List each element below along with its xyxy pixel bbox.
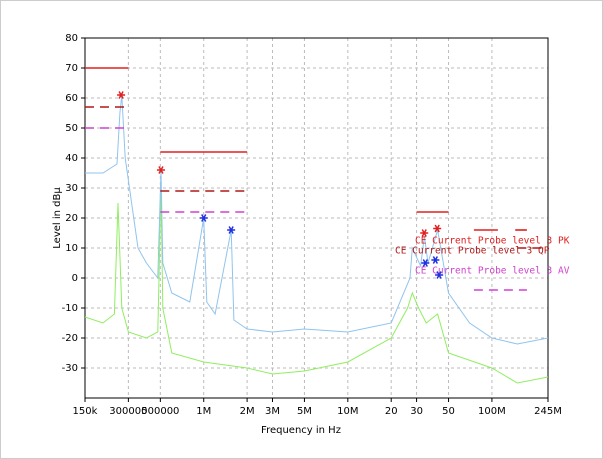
- x-tick-label: 3M: [265, 406, 280, 417]
- series-label: CE Current Probe level 3 AV: [415, 266, 570, 277]
- x-tick-label: 10M: [337, 406, 358, 417]
- marker: [431, 256, 440, 264]
- series-label: CE Current Probe level 3 QP: [395, 246, 550, 257]
- x-tick-label: 300000: [109, 406, 147, 417]
- x-tick-label: 5M: [297, 406, 312, 417]
- y-tick-label: 0: [72, 273, 78, 284]
- y-axis-title: Level in dBµ: [52, 187, 63, 249]
- marker: [435, 271, 444, 279]
- x-tick-label: 150k: [73, 406, 98, 417]
- x-tick-label: 100M: [478, 406, 506, 417]
- x-tick-label: 500000: [141, 406, 179, 417]
- series-line: [85, 94, 549, 345]
- x-tick-label: 245M: [534, 406, 562, 417]
- series-line: [84, 187, 549, 384]
- y-tick-label: 60: [65, 93, 78, 104]
- y-tick-label: 10: [65, 243, 78, 254]
- y-tick-label: 30: [65, 183, 78, 194]
- x-axis-title: Frequency in Hz: [261, 425, 341, 436]
- x-tick-label: 2M: [240, 406, 255, 417]
- y-tick-label: -10: [62, 303, 78, 314]
- x-tick-label: 20: [385, 406, 398, 417]
- marker: [420, 229, 429, 237]
- marker: [199, 214, 208, 222]
- marker: [433, 224, 442, 233]
- y-tick-label: 20: [65, 213, 78, 224]
- y-tick-label: 70: [65, 63, 78, 74]
- x-tick-label: 1M: [196, 406, 211, 417]
- marker: [227, 226, 236, 234]
- x-tick-label: 50: [442, 406, 455, 417]
- marker: [156, 166, 165, 174]
- x-tick-label: 30: [410, 406, 423, 417]
- plot-border: [84, 37, 549, 399]
- series-label: CE Current Probe level 3 PK: [415, 236, 570, 247]
- y-tick-label: 80: [65, 33, 78, 44]
- y-tick-label: 40: [65, 153, 78, 164]
- y-tick-label: -20: [62, 333, 78, 344]
- y-tick-label: -30: [62, 363, 78, 374]
- y-tick-label: 50: [65, 123, 78, 134]
- marker: [117, 91, 126, 99]
- marker: [421, 259, 430, 267]
